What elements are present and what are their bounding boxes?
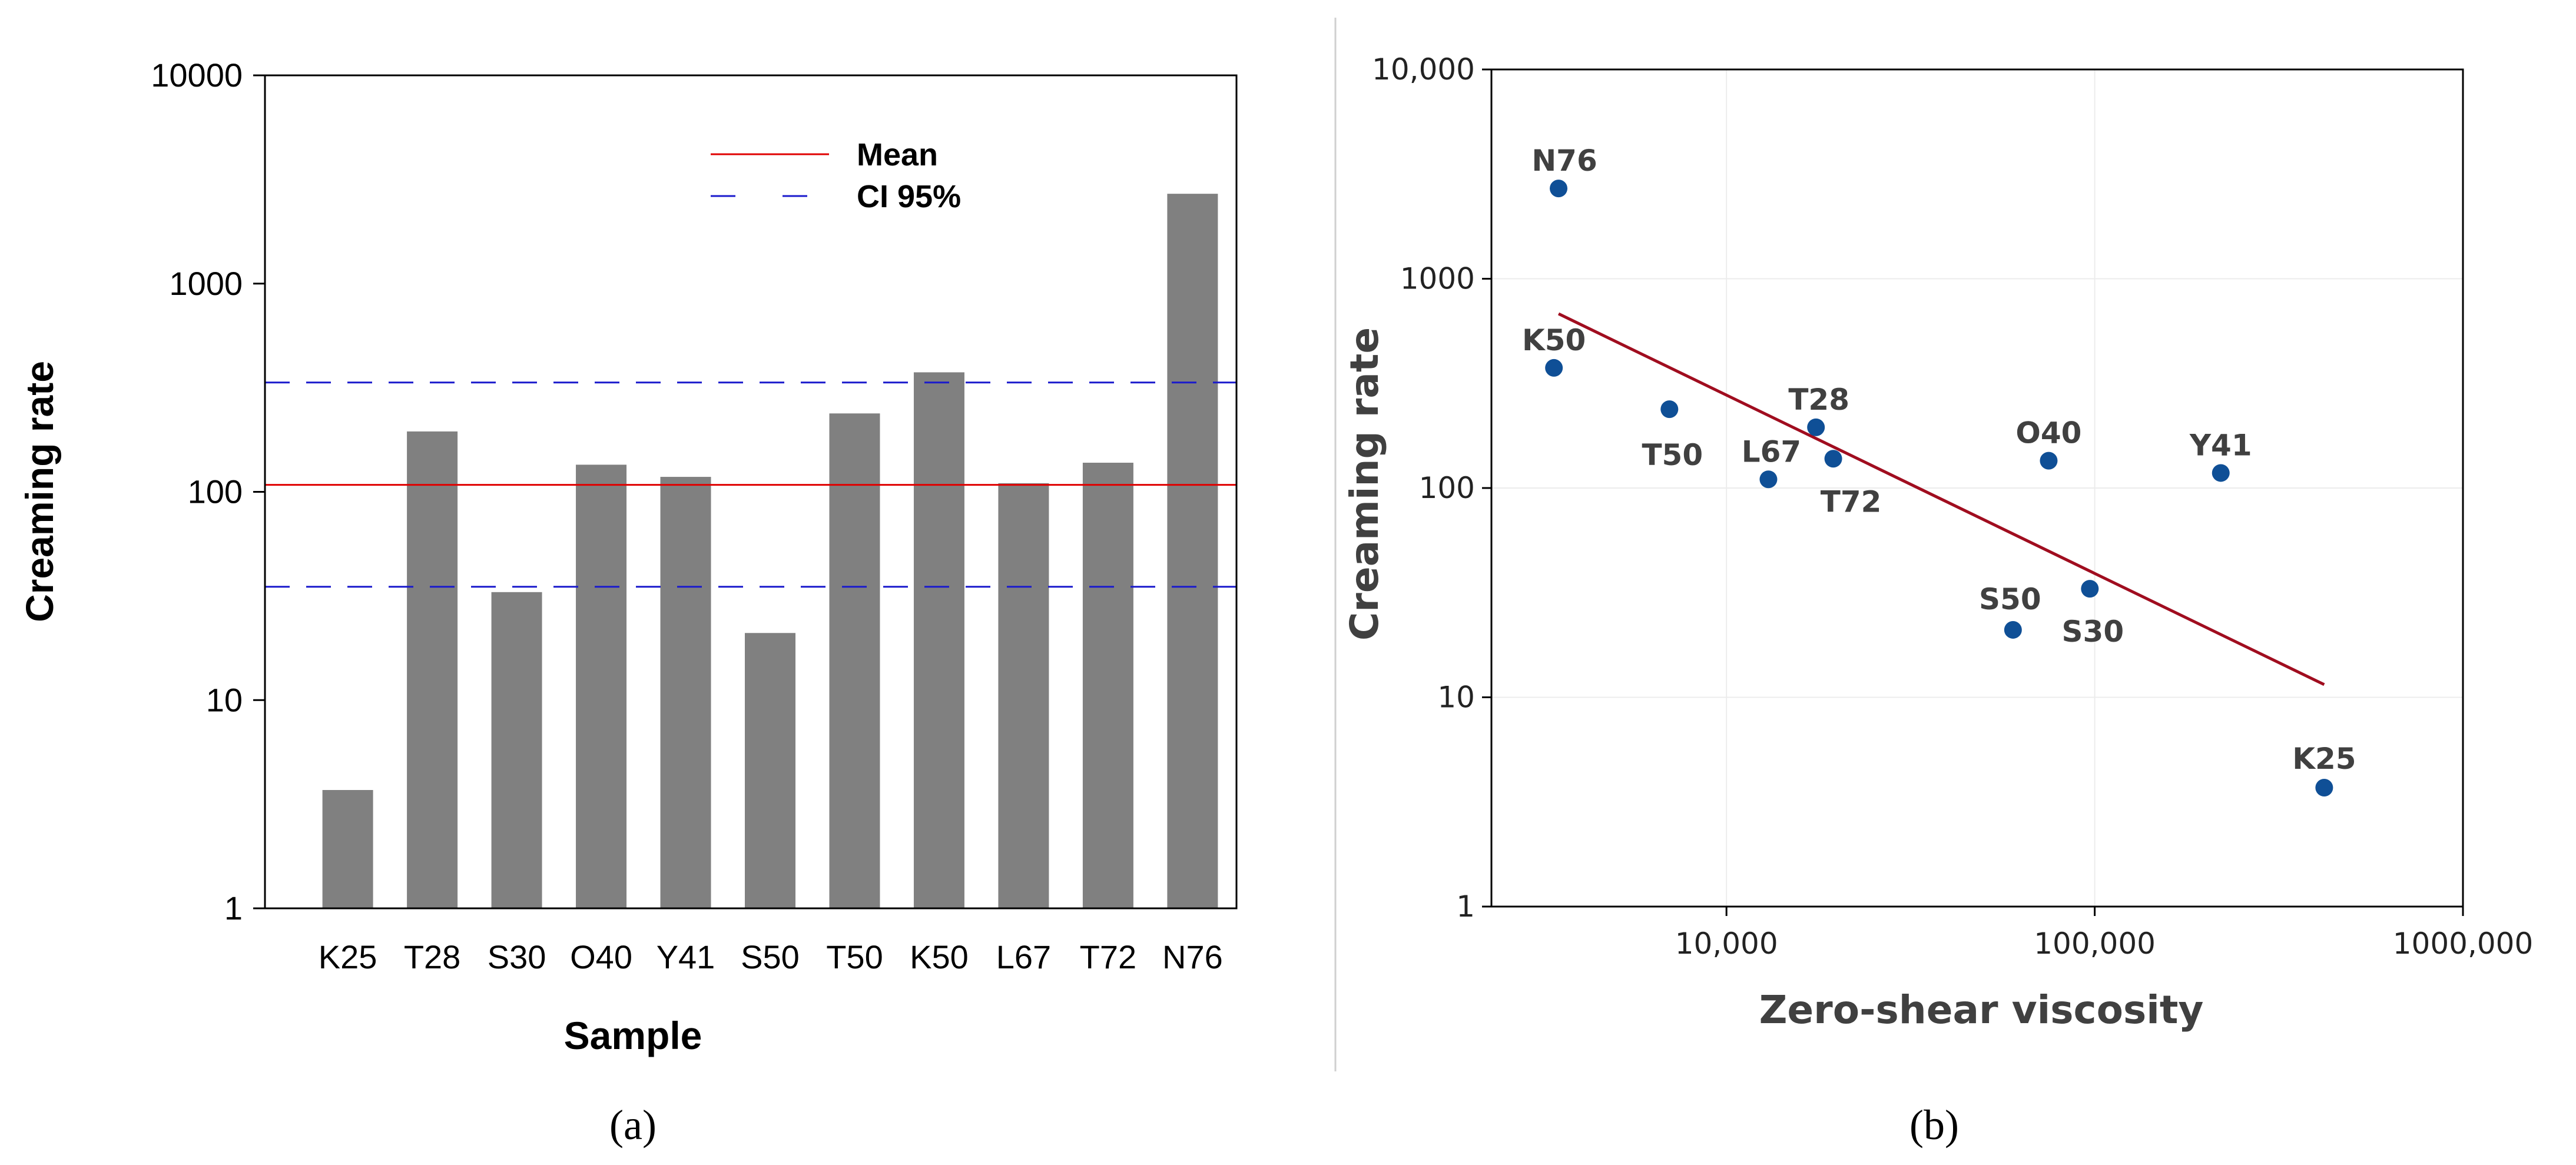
point-T50 bbox=[1660, 400, 1679, 419]
point-K50 bbox=[1545, 359, 1563, 377]
y-axis-label: Creaming rate bbox=[18, 361, 61, 622]
point-K25 bbox=[2315, 779, 2333, 797]
x-tick-label: Y41 bbox=[657, 938, 715, 975]
bar-L67 bbox=[998, 483, 1049, 908]
bar-T72 bbox=[1082, 463, 1133, 908]
x-tick-label: S30 bbox=[488, 938, 546, 975]
y-tick-label: 1 bbox=[1456, 889, 1475, 924]
point-L67 bbox=[1759, 470, 1778, 489]
x-tick-label: N76 bbox=[1162, 938, 1223, 975]
y-tick-label: 100 bbox=[188, 473, 243, 510]
x-tick-label: 100,000 bbox=[2034, 927, 2156, 961]
y-tick-label: 10 bbox=[1437, 681, 1475, 715]
x-tick-label: T72 bbox=[1080, 938, 1137, 975]
x-axis-label: Zero-shear viscosity bbox=[1759, 987, 2204, 1033]
point-T72 bbox=[1824, 450, 1842, 468]
bar-N76 bbox=[1167, 194, 1218, 909]
x-axis-label: Sample bbox=[564, 1014, 702, 1057]
bar-T28 bbox=[407, 431, 458, 908]
y-tick-label: 100 bbox=[1419, 471, 1475, 505]
bar-K50 bbox=[913, 372, 964, 908]
point-Y41 bbox=[2212, 464, 2230, 482]
point-label-K25: K25 bbox=[2292, 742, 2356, 776]
point-label-S30: S30 bbox=[2062, 615, 2124, 649]
bar-K25 bbox=[322, 789, 373, 908]
bar-O40 bbox=[576, 464, 627, 908]
point-label-N76: N76 bbox=[1531, 144, 1597, 178]
point-label-T50: T50 bbox=[1642, 438, 1703, 472]
panel-label-a: (a) bbox=[609, 1101, 657, 1149]
point-label-Y41: Y41 bbox=[2189, 428, 2252, 462]
point-N76 bbox=[1550, 180, 1568, 198]
y-tick-label: 10 bbox=[206, 681, 243, 718]
point-T28 bbox=[1807, 418, 1825, 436]
x-tick-label: T50 bbox=[826, 938, 883, 975]
x-tick-label: O40 bbox=[570, 938, 632, 975]
x-tick-label: 10,000 bbox=[1675, 927, 1778, 961]
point-S30 bbox=[2081, 580, 2099, 598]
x-tick-label: K50 bbox=[910, 938, 969, 975]
point-label-O40: O40 bbox=[2015, 416, 2081, 450]
bar-S30 bbox=[491, 592, 542, 908]
y-tick-label: 1000 bbox=[169, 265, 243, 302]
panel-b-scatter-chart: 1 10 100 1000 10,000 10,000 100,000 1000,000 N76… bbox=[1342, 52, 2533, 1033]
legend-mean-label: Mean bbox=[857, 137, 938, 172]
bar-Y41 bbox=[660, 477, 711, 908]
y-tick-label: 1 bbox=[224, 889, 243, 927]
panel-a-bar-chart: 1 10 100 1000 10000 K25 T28 S30 O40 Y41 S50 T50 K50 L… bbox=[18, 57, 1238, 1057]
x-tick-label: L67 bbox=[996, 938, 1051, 975]
y-tick-label: 10000 bbox=[151, 57, 243, 94]
y-axis-label: Creaming rate bbox=[1342, 327, 1387, 640]
point-label-S50: S50 bbox=[1979, 582, 2041, 616]
panel-label-b: (b) bbox=[1909, 1101, 1959, 1149]
point-label-T72: T72 bbox=[1821, 484, 1882, 519]
x-tick-label: S50 bbox=[741, 938, 800, 975]
x-tick-label: 1000,000 bbox=[2393, 927, 2534, 961]
bar-S50 bbox=[745, 633, 795, 908]
point-label-L67: L67 bbox=[1742, 434, 1801, 469]
point-label-K50: K50 bbox=[1522, 323, 1586, 357]
point-S50 bbox=[2004, 620, 2022, 639]
y-tick-label: 1000 bbox=[1400, 262, 1475, 296]
y-tick-label: 10,000 bbox=[1372, 52, 1475, 87]
regression-line bbox=[1557, 312, 2325, 686]
point-label-T28: T28 bbox=[1788, 383, 1849, 417]
point-O40 bbox=[2040, 452, 2058, 470]
x-tick-label: K25 bbox=[319, 938, 377, 975]
x-tick-label: T28 bbox=[404, 938, 461, 975]
bar-T50 bbox=[829, 413, 880, 908]
legend-ci-label: CI 95% bbox=[857, 179, 961, 214]
